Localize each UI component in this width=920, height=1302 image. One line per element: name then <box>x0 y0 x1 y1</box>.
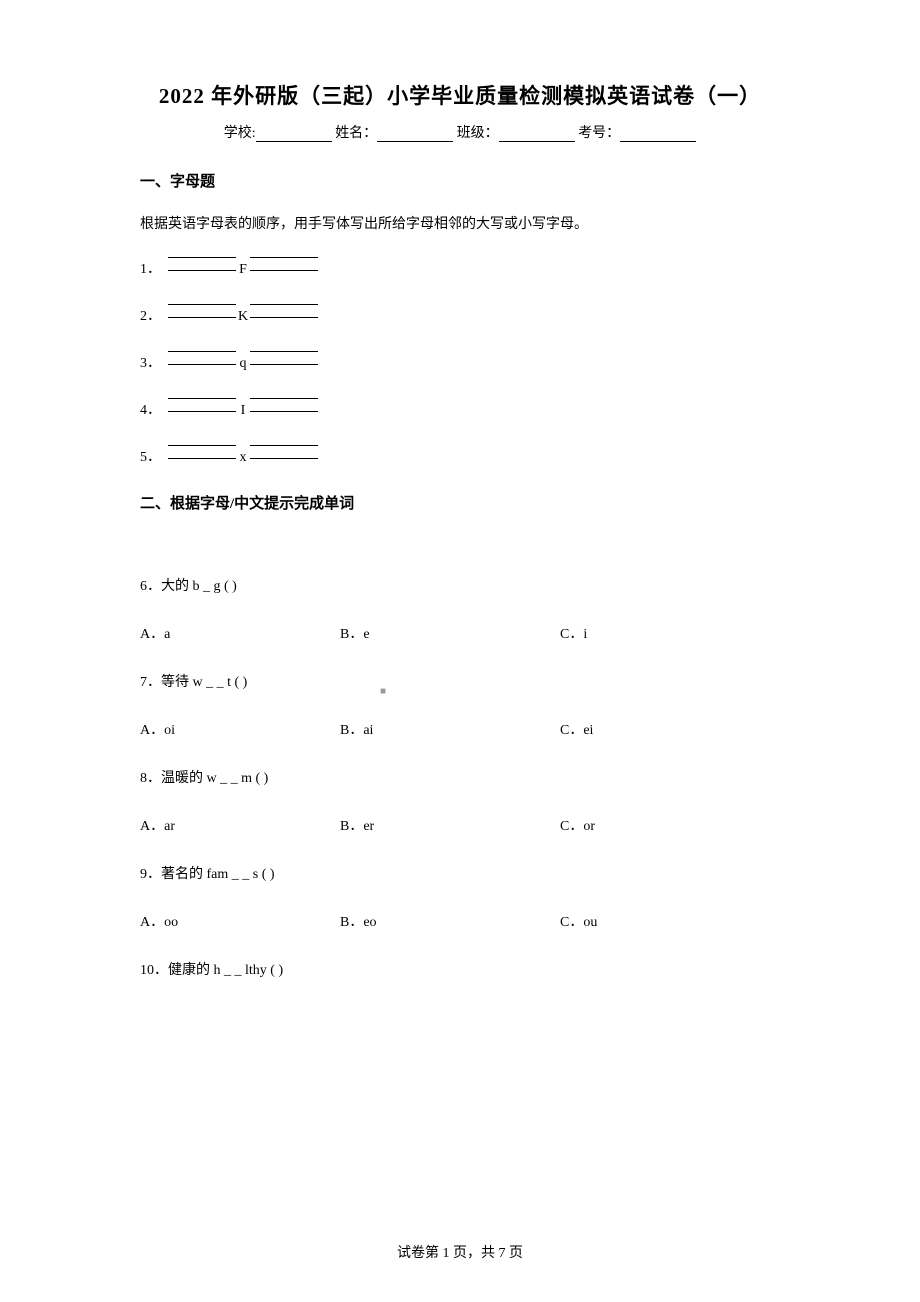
letter-lines[interactable]: q <box>168 351 318 372</box>
option-a[interactable]: A．ar <box>140 815 340 835</box>
letter-lines[interactable]: x <box>168 445 318 466</box>
option-a[interactable]: A．oi <box>140 719 340 739</box>
letter-lines[interactable]: K <box>168 304 318 325</box>
letter-num: 1． <box>140 258 168 278</box>
letter-lines[interactable]: F <box>168 257 318 278</box>
question-text: 10．健康的 h _ _ lthy ( ) <box>140 959 780 979</box>
option-b[interactable]: B．e <box>340 623 560 643</box>
name-label: 姓名： <box>335 126 377 141</box>
option-c[interactable]: C．ou <box>560 911 780 931</box>
question-9: 9．著名的 fam _ _ s ( ) A．ooB．eoC．ou <box>140 863 780 931</box>
watermark: ■ <box>380 686 386 697</box>
student-info-line: 学校: 姓名： 班级： 考号： <box>140 122 780 142</box>
option-b[interactable]: B．eo <box>340 911 560 931</box>
question-options: A．oiB．aiC．ei <box>140 719 780 739</box>
school-label: 学校: <box>224 126 256 141</box>
examno-label: 考号： <box>578 126 620 141</box>
page-footer: 试卷第 1 页，共 7 页 <box>0 1242 920 1262</box>
question-options: A．aB．eC．i <box>140 623 780 643</box>
letter-item-1: 1． F <box>140 257 780 278</box>
question-text: 8．温暖的 w _ _ m ( ) <box>140 767 780 787</box>
class-blank[interactable] <box>499 128 575 142</box>
letter-num: 5． <box>140 446 168 466</box>
option-b[interactable]: B．ai <box>340 719 560 739</box>
letter-item-3: 3． q <box>140 351 780 372</box>
letter-given: F <box>236 262 250 278</box>
letter-given: K <box>236 309 250 325</box>
name-blank[interactable] <box>377 128 453 142</box>
option-b[interactable]: B．er <box>340 815 560 835</box>
letter-given: x <box>236 450 250 466</box>
option-c[interactable]: C．ei <box>560 719 780 739</box>
letter-num: 3． <box>140 352 168 372</box>
section2-header: 二、根据字母/中文提示完成单词 <box>140 492 780 513</box>
section1-header: 一、字母题 <box>140 170 780 191</box>
option-c[interactable]: C．i <box>560 623 780 643</box>
letter-given: I <box>236 403 250 419</box>
question-text: 6．大的 b _ g ( ) <box>140 575 780 595</box>
question-10: 10．健康的 h _ _ lthy ( ) <box>140 959 780 979</box>
option-c[interactable]: C．or <box>560 815 780 835</box>
class-label: 班级： <box>457 126 499 141</box>
question-6: 6．大的 b _ g ( ) A．aB．eC．i <box>140 575 780 643</box>
letter-num: 2． <box>140 305 168 325</box>
question-text: 7．等待 w _ _ t ( ) <box>140 671 780 691</box>
question-7: 7．等待 w _ _ t ( ) A．oiB．aiC．ei <box>140 671 780 739</box>
option-a[interactable]: A．a <box>140 623 340 643</box>
school-blank[interactable] <box>256 128 332 142</box>
question-text: 9．著名的 fam _ _ s ( ) <box>140 863 780 883</box>
question-8: 8．温暖的 w _ _ m ( ) A．arB．erC．or <box>140 767 780 835</box>
letter-item-2: 2． K <box>140 304 780 325</box>
letter-num: 4． <box>140 399 168 419</box>
examno-blank[interactable] <box>620 128 696 142</box>
letter-item-5: 5． x <box>140 445 780 466</box>
section1-instruction: 根据英语字母表的顺序，用手写体写出所给字母相邻的大写或小写字母。 <box>140 213 780 233</box>
question-options: A．ooB．eoC．ou <box>140 911 780 931</box>
exam-title: 2022 年外研版（三起）小学毕业质量检测模拟英语试卷（一） <box>140 80 780 110</box>
letter-lines[interactable]: I <box>168 398 318 419</box>
letter-given: q <box>236 356 250 372</box>
question-options: A．arB．erC．or <box>140 815 780 835</box>
option-a[interactable]: A．oo <box>140 911 340 931</box>
letter-item-4: 4． I <box>140 398 780 419</box>
